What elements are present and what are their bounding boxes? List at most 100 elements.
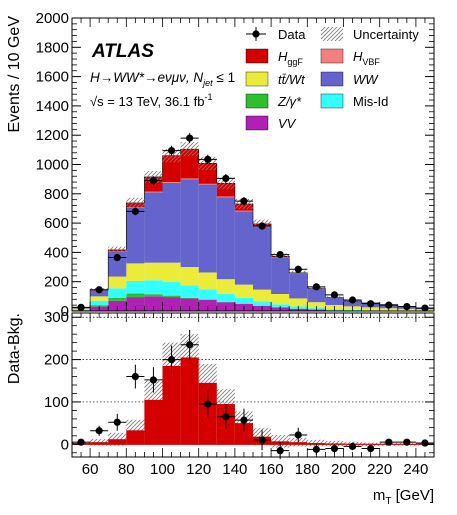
- data-point: [367, 300, 375, 308]
- legend-entry: HVBF: [320, 48, 380, 67]
- top-y-axis: 0 200 400 600 800 1000 1200 1400 1600 1800 2000: [36, 10, 434, 320]
- residual-point: [276, 447, 284, 455]
- stack-bar: [108, 297, 127, 301]
- legend-swatch: [320, 71, 344, 87]
- data-point: [131, 207, 139, 215]
- legend-swatch: [245, 115, 269, 131]
- stack-bar: [162, 295, 181, 298]
- stack-bar: [108, 276, 127, 289]
- y-tick-label: 1800: [36, 39, 69, 56]
- y-tick-label: 400: [44, 244, 69, 261]
- residual-points: [72, 329, 434, 460]
- legend-label: HggF: [278, 49, 303, 67]
- stack-bar: [198, 272, 217, 290]
- data-point: [113, 253, 121, 262]
- uncertainty-bar: [162, 149, 181, 163]
- stack-bar: [307, 302, 326, 309]
- data-point: [330, 291, 339, 299]
- stack-bar: [90, 305, 109, 307]
- x-tick-label: 120: [186, 461, 211, 478]
- x-tick-label: 140: [222, 461, 247, 478]
- legend-uncertainty-swatch: [321, 27, 343, 41]
- stack-bar: [234, 297, 253, 304]
- stack-bar: [144, 294, 163, 297]
- stack-bar: [162, 281, 181, 296]
- data-point: [95, 286, 103, 294]
- legend-entry: Uncertainty: [321, 27, 419, 42]
- stack-bar: [289, 298, 308, 307]
- stack-bar: [162, 262, 181, 282]
- y-tick-label: 1600: [36, 69, 69, 86]
- main-panel: 0 200 400 600 800 1000 1200 1400 1600 1800 2000 Eve…: [6, 10, 435, 320]
- legend-swatch: [245, 93, 269, 109]
- data-point: [167, 146, 176, 155]
- legend-entry: VV: [245, 115, 297, 131]
- y-tick-label: 800: [44, 186, 69, 203]
- x-tick-label: 100: [150, 461, 175, 478]
- legend-entry: Z/γ*: [245, 93, 302, 109]
- residual-point: [258, 436, 266, 444]
- stack-bar: [343, 301, 362, 307]
- stack-bar: [253, 301, 272, 306]
- legend-label: Uncertainty: [353, 27, 419, 42]
- legend-entry: HggF: [245, 48, 303, 67]
- stack-bar: [90, 300, 109, 306]
- x-tick-label: 200: [331, 461, 356, 478]
- stack-bar: [180, 149, 199, 179]
- ratio-panel: 0 100 200 300 60 80 100 120 140 160 180 200 220 240 Da…: [6, 309, 435, 507]
- legend-label-main: H: [278, 49, 288, 64]
- stack-bar: [198, 300, 217, 311]
- uncertainty-bar: [216, 177, 235, 190]
- stack-bar: [108, 300, 127, 311]
- stack-bar: [180, 298, 199, 311]
- legend-entry: tt̄/Wt: [245, 71, 306, 87]
- legend-label: Mis-Id: [353, 94, 388, 109]
- legend-label-sub: VBF: [362, 57, 380, 67]
- process-text: H→WW*→eνμν, N: [90, 70, 203, 85]
- x-tick-label: 60: [82, 461, 99, 478]
- legend-label: Z/γ*: [277, 94, 302, 109]
- stack-bar: [307, 289, 326, 303]
- y-tick-label: 1000: [36, 157, 69, 174]
- data-point: [294, 265, 302, 273]
- signal-bar: [108, 439, 127, 445]
- stack-bar: [108, 288, 127, 298]
- stack-bar: [126, 280, 145, 294]
- stack-bar: [253, 226, 272, 290]
- x-tick-label: 180: [295, 461, 320, 478]
- stack-bar: [144, 192, 163, 263]
- x-tick-label: 80: [118, 461, 135, 478]
- stack-bar: [216, 197, 235, 280]
- uncertainty-bar: [180, 142, 199, 157]
- stack-bar: [198, 183, 217, 185]
- stack-bar: [289, 273, 308, 299]
- y-tick-label: 200: [44, 274, 69, 291]
- residual-point: [348, 442, 357, 451]
- data-point: [385, 301, 393, 309]
- stack-bar: [144, 262, 163, 281]
- uncertainty-bar: [126, 197, 145, 209]
- data-point: [222, 174, 230, 183]
- legend-entry: WW: [320, 71, 379, 87]
- legend-label: tt̄/Wt: [278, 72, 306, 87]
- legend-label-sub: ggF: [287, 57, 303, 67]
- residual-point: [186, 341, 194, 349]
- residual-point: [149, 376, 158, 384]
- residual-point: [167, 355, 176, 364]
- y-tick-label: 0: [61, 303, 69, 320]
- residual-point: [131, 372, 139, 381]
- stack-series-3: [72, 262, 434, 311]
- legend-label: Data: [278, 27, 306, 42]
- stack-bar: [271, 294, 290, 305]
- stack-bar: [180, 267, 199, 286]
- stack-bar: [90, 290, 109, 297]
- stack-bar: [216, 279, 235, 294]
- residual-point: [330, 444, 339, 453]
- process-suffix: ≤ 1: [213, 70, 235, 85]
- process-label: H→WW*→eνμν, Njet ≤ 1: [90, 70, 235, 88]
- legend-entry: Mis-Id: [320, 93, 388, 109]
- signal-bar: [307, 443, 326, 445]
- legend-swatch: [245, 48, 269, 64]
- y-axis-label: Events / 10 GeV: [6, 16, 23, 133]
